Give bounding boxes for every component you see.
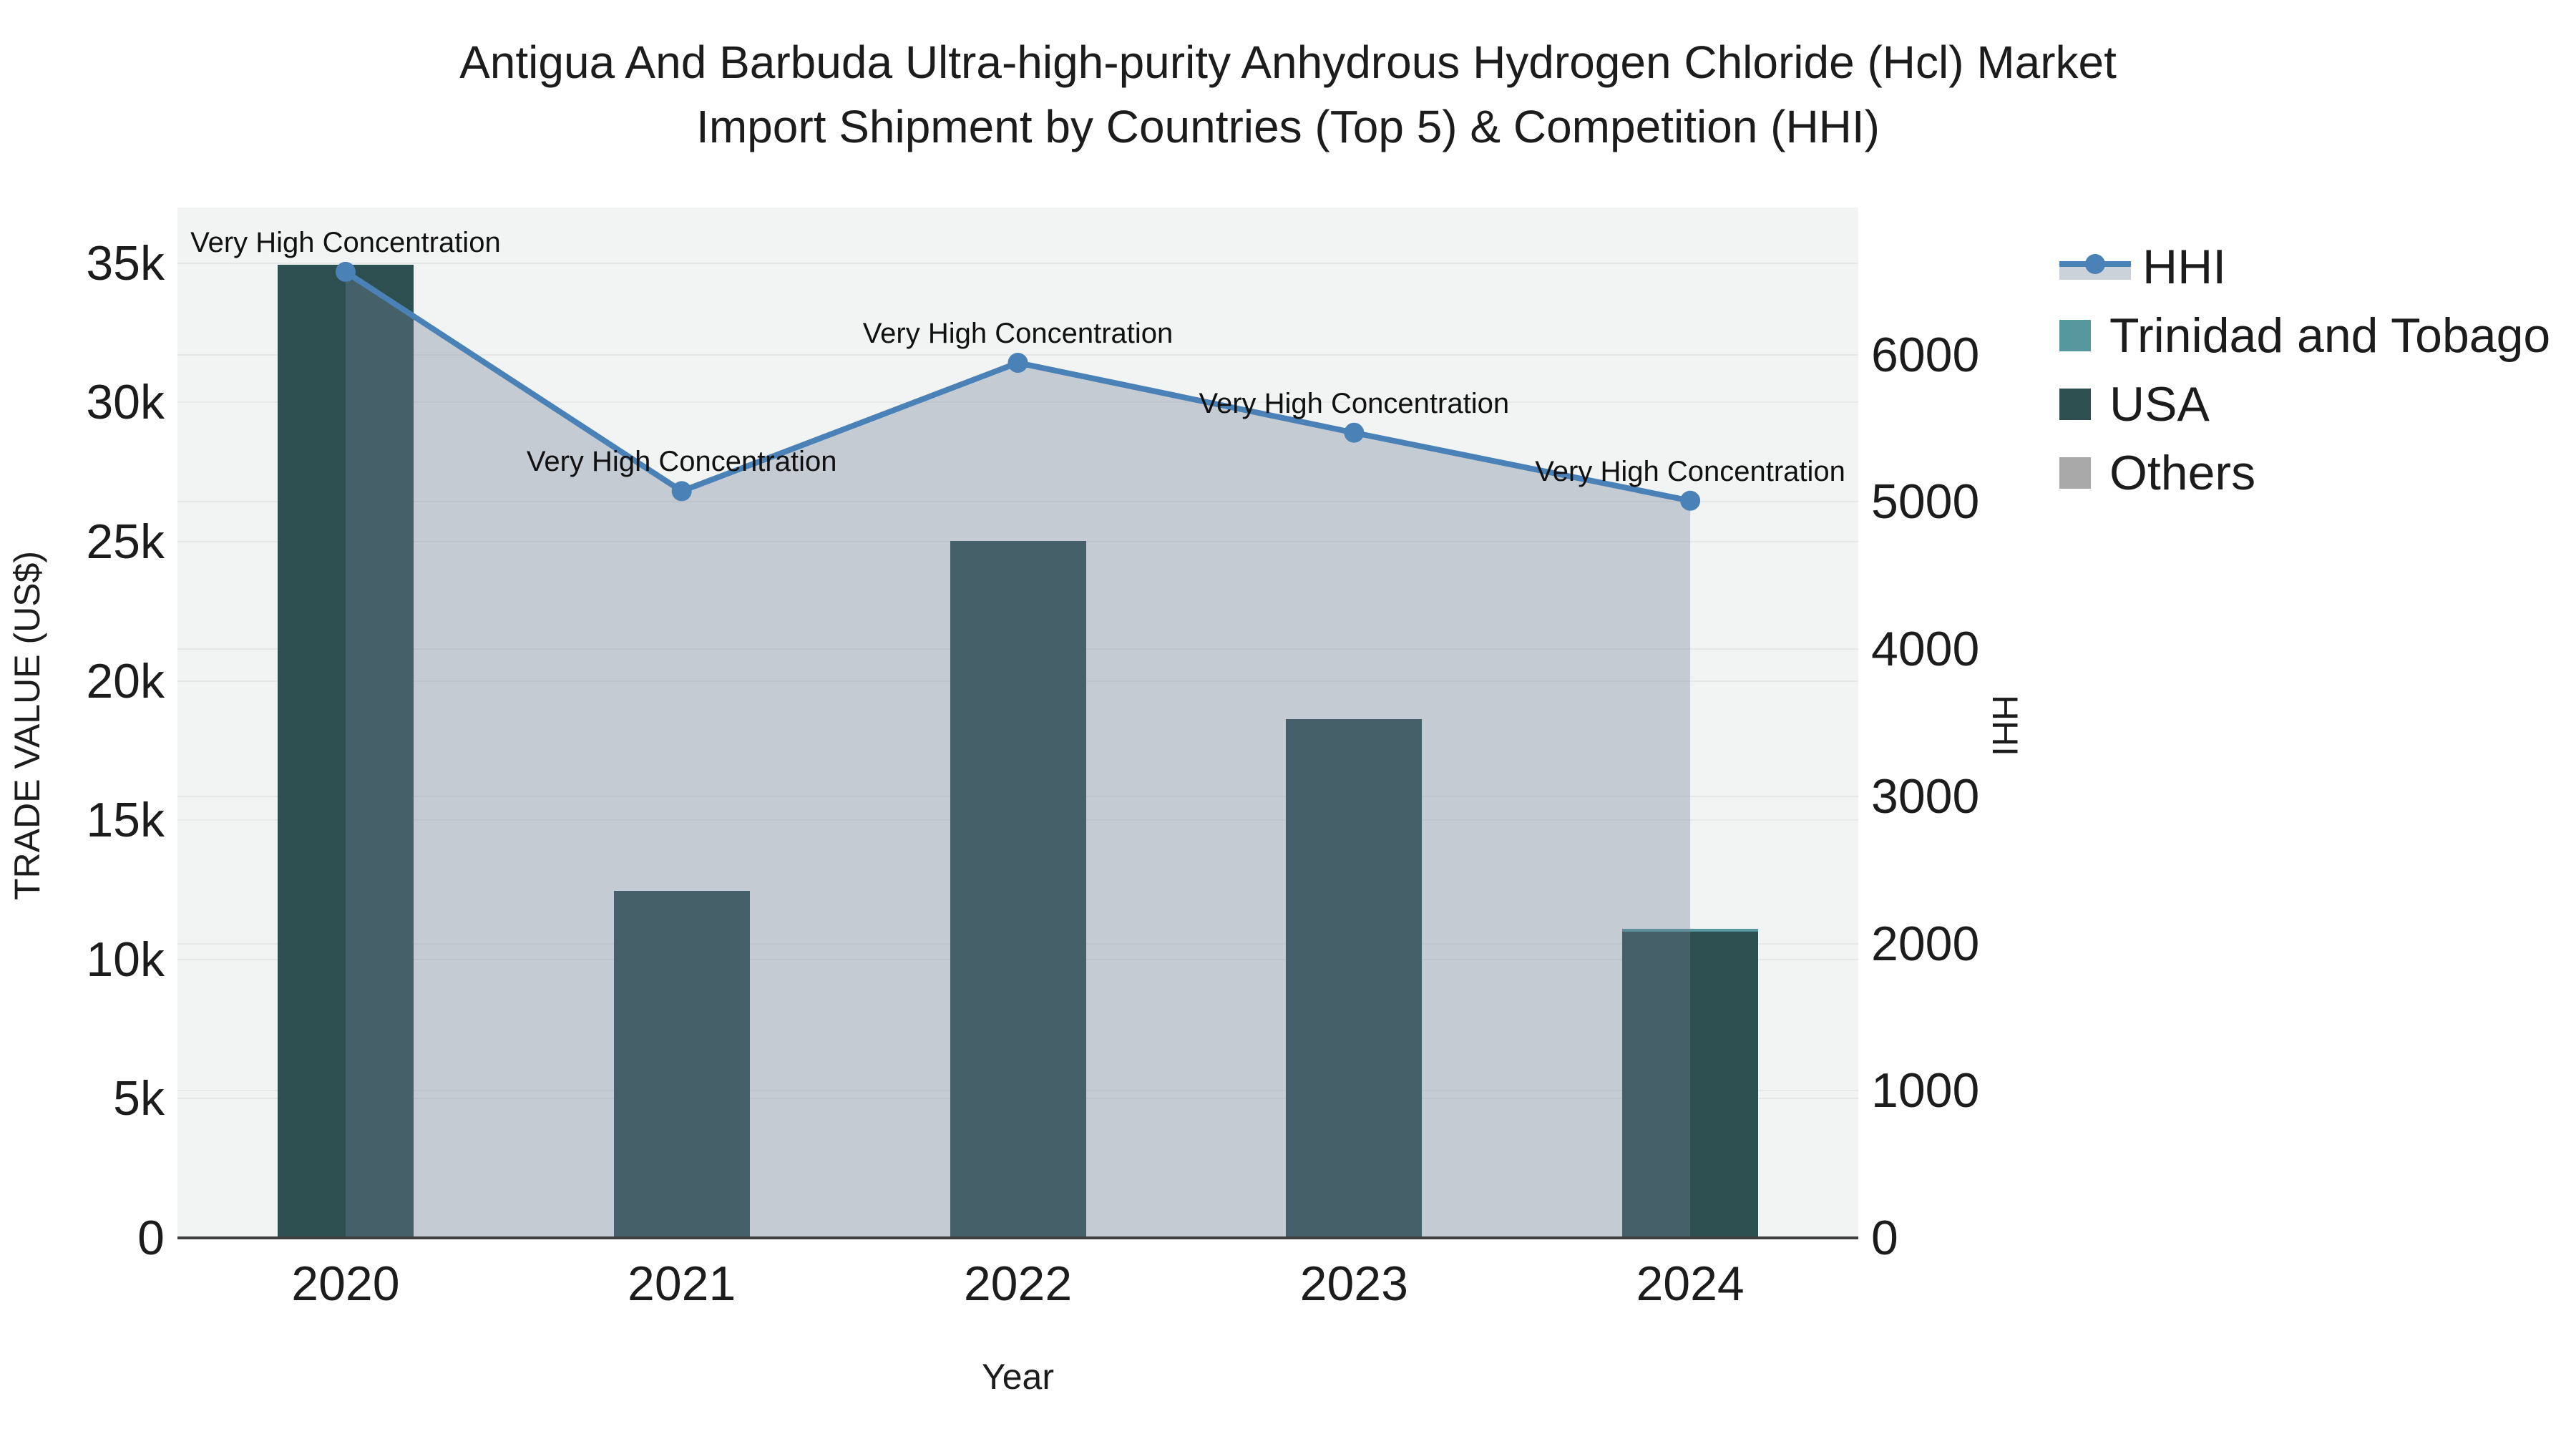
legend-label-hhi: HHI: [2142, 240, 2227, 294]
annotation-2021: Very High Concentration: [526, 446, 837, 478]
right-axis-title: HHI: [1985, 694, 2025, 757]
left-tick-15k: 15k: [86, 793, 165, 848]
x-tick-2022: 2022: [963, 1257, 1073, 1311]
right-tick-3000: 3000: [1871, 769, 1980, 824]
legend-swatch-trinidad-and-tobago: [2059, 320, 2091, 351]
bar-segment-usa-2021[interactable]: [613, 890, 750, 1238]
left-tick-20k: 20k: [86, 653, 165, 708]
hhi-marker-2022[interactable]: [1008, 353, 1028, 374]
hhi-marker-2023[interactable]: [1344, 422, 1365, 443]
annotation-2023: Very High Concentration: [1199, 387, 1510, 419]
hhi-layer: [335, 261, 1701, 1238]
bar-segment-trinidad-and-tobago-2024[interactable]: [1622, 929, 1759, 932]
bar-segment-usa-2022[interactable]: [950, 541, 1086, 1238]
bar-segment-usa-2024[interactable]: [1622, 931, 1759, 1238]
gridline-left-35000: [177, 262, 1858, 264]
legend-item-others[interactable]: Others: [2059, 439, 2550, 507]
legend-hhi-marker-dot: [2085, 254, 2105, 274]
right-tick-2000: 2000: [1871, 916, 1980, 971]
legend-swatch-usa: [2059, 389, 2091, 420]
hhi-marker-2024[interactable]: [1680, 490, 1701, 511]
x-tick-2023: 2023: [1299, 1257, 1408, 1311]
chart-title-line2: Import Shipment by Countries (Top 5) & C…: [696, 101, 1880, 152]
x-tick-2020: 2020: [291, 1257, 400, 1311]
hhi-area-fill: [345, 271, 1691, 1238]
annotation-2022: Very High Concentration: [862, 318, 1174, 350]
left-tick-25k: 25k: [86, 514, 165, 570]
gridline-right-5000: [177, 501, 1858, 503]
legend-swatch-others: [2059, 457, 2091, 489]
gridline-left-30000: [177, 401, 1858, 404]
legend: HHI Trinidad and Tobago USA Others: [2059, 233, 2550, 507]
bar-segment-usa-2020[interactable]: [277, 264, 414, 1238]
x-axis-title: Year: [981, 1357, 1055, 1397]
x-tick-2024: 2024: [1636, 1257, 1745, 1311]
legend-item-hhi[interactable]: HHI: [2059, 233, 2550, 301]
chart-title: Antigua And Barbuda Ultra-high-purity An…: [0, 30, 2576, 159]
x-axis-line: [177, 1236, 1858, 1239]
legend-item-usa[interactable]: USA: [2059, 370, 2550, 439]
annotation-2020: Very High Concentration: [190, 226, 501, 258]
left-tick-10k: 10k: [86, 932, 165, 987]
legend-label-trinidad-and-tobago: Trinidad and Tobago: [2109, 308, 2551, 363]
left-tick-35k: 35k: [86, 235, 165, 291]
chart-title-line1: Antigua And Barbuda Ultra-high-purity An…: [459, 36, 2117, 88]
right-tick-6000: 6000: [1871, 327, 1980, 382]
right-tick-1000: 1000: [1871, 1063, 1980, 1118]
legend-label-usa: USA: [2109, 377, 2210, 431]
right-tick-0: 0: [1871, 1211, 1898, 1265]
legend-item-trinidad-and-tobago[interactable]: Trinidad and Tobago: [2059, 301, 2550, 370]
plot-area: Very High Concentration Very High Concent…: [177, 208, 1858, 1238]
hhi-marker-2020[interactable]: [335, 261, 356, 282]
legend-hhi-line-sample: [2059, 248, 2131, 286]
x-tick-2021: 2021: [628, 1257, 736, 1311]
annotation-2024: Very High Concentration: [1535, 455, 1845, 487]
right-tick-4000: 4000: [1871, 622, 1980, 677]
left-tick-0: 0: [137, 1211, 165, 1265]
bar-segment-usa-2023[interactable]: [1286, 719, 1423, 1238]
legend-label-others: Others: [2109, 446, 2256, 500]
left-tick-5k: 5k: [113, 1071, 165, 1126]
hhi-marker-2021[interactable]: [671, 481, 692, 502]
left-tick-30k: 30k: [86, 375, 165, 430]
right-tick-5000: 5000: [1871, 474, 1980, 530]
